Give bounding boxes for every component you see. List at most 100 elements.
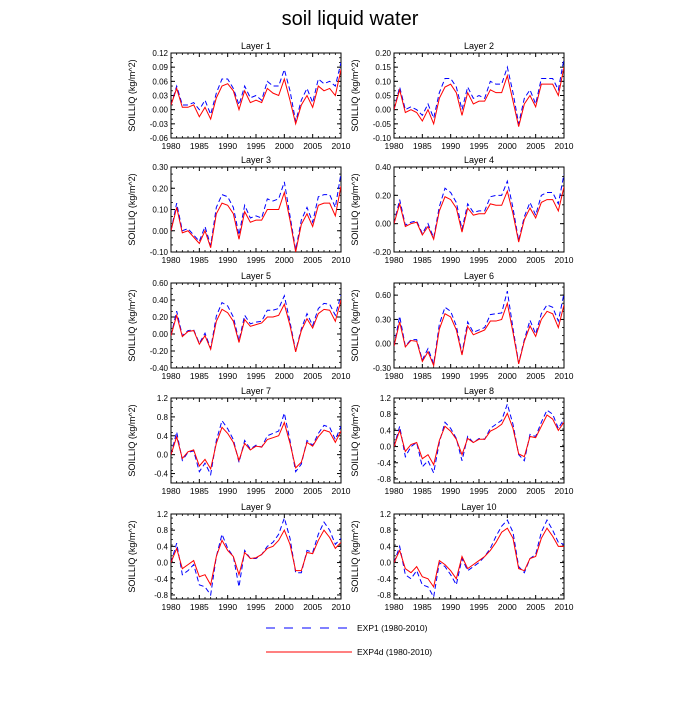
y-tick-label: 0.40 — [152, 296, 168, 305]
x-tick-label: 2000 — [275, 486, 294, 496]
panel-layer-3: Layer 3 SOILLIQ (kg/m^2) -0.10 0.00 0.10 0.20… — [127, 155, 351, 265]
y-tick-label: 0.00 — [152, 227, 168, 236]
x-tick-label: 2005 — [303, 141, 322, 151]
y-tick-label: -0.4 — [154, 575, 168, 584]
y-tick-label: -0.4 — [377, 459, 391, 468]
y-tick-label: 0.60 — [375, 291, 391, 300]
x-tick-label: 1995 — [470, 255, 489, 265]
x-tick-label: 2010 — [555, 255, 574, 265]
y-tick-label: 0.09 — [152, 63, 168, 72]
panel-layer-4: Layer 4 SOILLIQ (kg/m^2) -0.20 0.00 0.20 0.40… — [350, 155, 574, 265]
series-line-exp1 — [171, 173, 341, 250]
series-line-exp4d — [394, 412, 564, 467]
y-tick-label: 0.8 — [157, 526, 169, 535]
series-line-exp1 — [394, 173, 564, 241]
x-tick-label: 1980 — [385, 141, 404, 151]
y-tick-label: -0.4 — [154, 470, 168, 479]
y-tick-label: 1.2 — [157, 510, 169, 519]
panel-title: Layer 5 — [241, 271, 271, 281]
y-tick-label: 0.20 — [375, 49, 391, 58]
x-tick-label: 1980 — [162, 602, 181, 612]
panel-title: Layer 1 — [241, 41, 271, 51]
y-tick-label: -0.8 — [377, 591, 391, 600]
y-tick-label: -0.20 — [373, 248, 392, 257]
panel-layer-7: Layer 7 SOILLIQ (kg/m^2) -0.4 0.0 0.4 0.8 1.2 1… — [127, 386, 351, 496]
series-line-exp4d — [394, 186, 564, 243]
plot-frame — [170, 513, 342, 600]
x-tick-label: 2000 — [498, 371, 517, 381]
x-tick-label: 1980 — [162, 255, 181, 265]
series-line-exp4d — [171, 299, 341, 352]
x-tick-label: 1990 — [218, 255, 237, 265]
y-tick-label: -0.20 — [150, 347, 169, 356]
y-tick-label: 0.0 — [380, 443, 392, 452]
x-tick-label: 1985 — [190, 141, 209, 151]
panel-title: Layer 3 — [241, 155, 271, 165]
y-axis-label: SOILLIQ (kg/m^2) — [350, 520, 360, 592]
x-tick-label: 1985 — [190, 486, 209, 496]
x-tick-label: 1995 — [247, 255, 266, 265]
y-tick-label: 0.8 — [380, 410, 392, 419]
y-tick-label: 0.4 — [157, 542, 169, 551]
y-tick-label: 0.00 — [375, 220, 391, 229]
x-tick-label: 1990 — [218, 486, 237, 496]
y-tick-label: 1.2 — [157, 394, 169, 403]
x-tick-label: 1990 — [218, 141, 237, 151]
x-tick-label: 1980 — [162, 486, 181, 496]
x-tick-label: 1995 — [470, 602, 489, 612]
panel-layer-5: Layer 5 SOILLIQ (kg/m^2) -0.40 -0.20 0.00 0.2… — [127, 271, 351, 381]
x-tick-label: 1980 — [385, 371, 404, 381]
x-tick-label: 2010 — [555, 486, 574, 496]
x-tick-label: 1985 — [413, 141, 432, 151]
x-tick-label: 1990 — [441, 486, 460, 496]
series-line-exp4d — [171, 529, 341, 587]
x-tick-label: 1985 — [190, 371, 209, 381]
x-tick-label: 1985 — [190, 255, 209, 265]
y-tick-label: 0.15 — [375, 63, 391, 72]
panel-title: Layer 4 — [464, 155, 494, 165]
x-tick-label: 2000 — [498, 255, 517, 265]
y-axis-label: SOILLIQ (kg/m^2) — [127, 520, 137, 592]
panel-layer-6: Layer 6 SOILLIQ (kg/m^2) -0.30 0.00 0.30 0.60… — [350, 271, 574, 381]
y-tick-label: 0.60 — [152, 279, 168, 288]
y-tick-label: 0.00 — [152, 330, 168, 339]
x-tick-label: 2010 — [332, 486, 351, 496]
y-axis-label: SOILLIQ (kg/m^2) — [127, 59, 137, 131]
series-line-exp1 — [394, 58, 564, 124]
x-tick-label: 1995 — [247, 486, 266, 496]
x-tick-label: 1995 — [470, 486, 489, 496]
x-tick-label: 1995 — [247, 141, 266, 151]
x-tick-label: 2005 — [526, 486, 545, 496]
x-tick-label: 1990 — [441, 255, 460, 265]
panel-title: Layer 6 — [464, 271, 494, 281]
x-tick-label: 2010 — [555, 371, 574, 381]
y-tick-label: -0.05 — [373, 120, 392, 129]
y-tick-label: -0.8 — [377, 475, 391, 484]
y-axis-label: SOILLIQ (kg/m^2) — [127, 173, 137, 245]
x-tick-label: 2010 — [332, 141, 351, 151]
figure-title: soil liquid water — [281, 8, 419, 30]
y-tick-label: 0.06 — [152, 77, 168, 86]
plot-frame — [393, 513, 565, 600]
x-tick-label: 2000 — [275, 371, 294, 381]
x-tick-label: 1985 — [413, 602, 432, 612]
panel-layer-9: Layer 9 SOILLIQ (kg/m^2) -0.8 -0.4 0.0 0.4 0.8… — [127, 502, 351, 612]
y-tick-label: 0.4 — [380, 542, 392, 551]
x-tick-label: 2005 — [303, 255, 322, 265]
x-tick-label: 2010 — [332, 255, 351, 265]
y-tick-label: -0.40 — [150, 364, 169, 373]
y-axis-label: SOILLIQ (kg/m^2) — [350, 289, 360, 361]
x-tick-label: 2005 — [526, 255, 545, 265]
x-tick-label: 2000 — [275, 602, 294, 612]
x-tick-label: 2000 — [275, 141, 294, 151]
legend: EXP1 (1980-2010) EXP4d (1980-2010) — [266, 623, 432, 657]
y-axis-label: SOILLIQ (kg/m^2) — [350, 173, 360, 245]
y-tick-label: 0.30 — [375, 315, 391, 324]
y-axis-label: SOILLIQ (kg/m^2) — [350, 59, 360, 131]
y-tick-label: -0.10 — [373, 134, 392, 143]
y-tick-label: 1.2 — [380, 394, 392, 403]
x-tick-label: 2005 — [303, 371, 322, 381]
legend-label: EXP4d (1980-2010) — [357, 647, 432, 657]
x-tick-label: 2010 — [332, 371, 351, 381]
y-tick-label: 0.05 — [375, 92, 391, 101]
